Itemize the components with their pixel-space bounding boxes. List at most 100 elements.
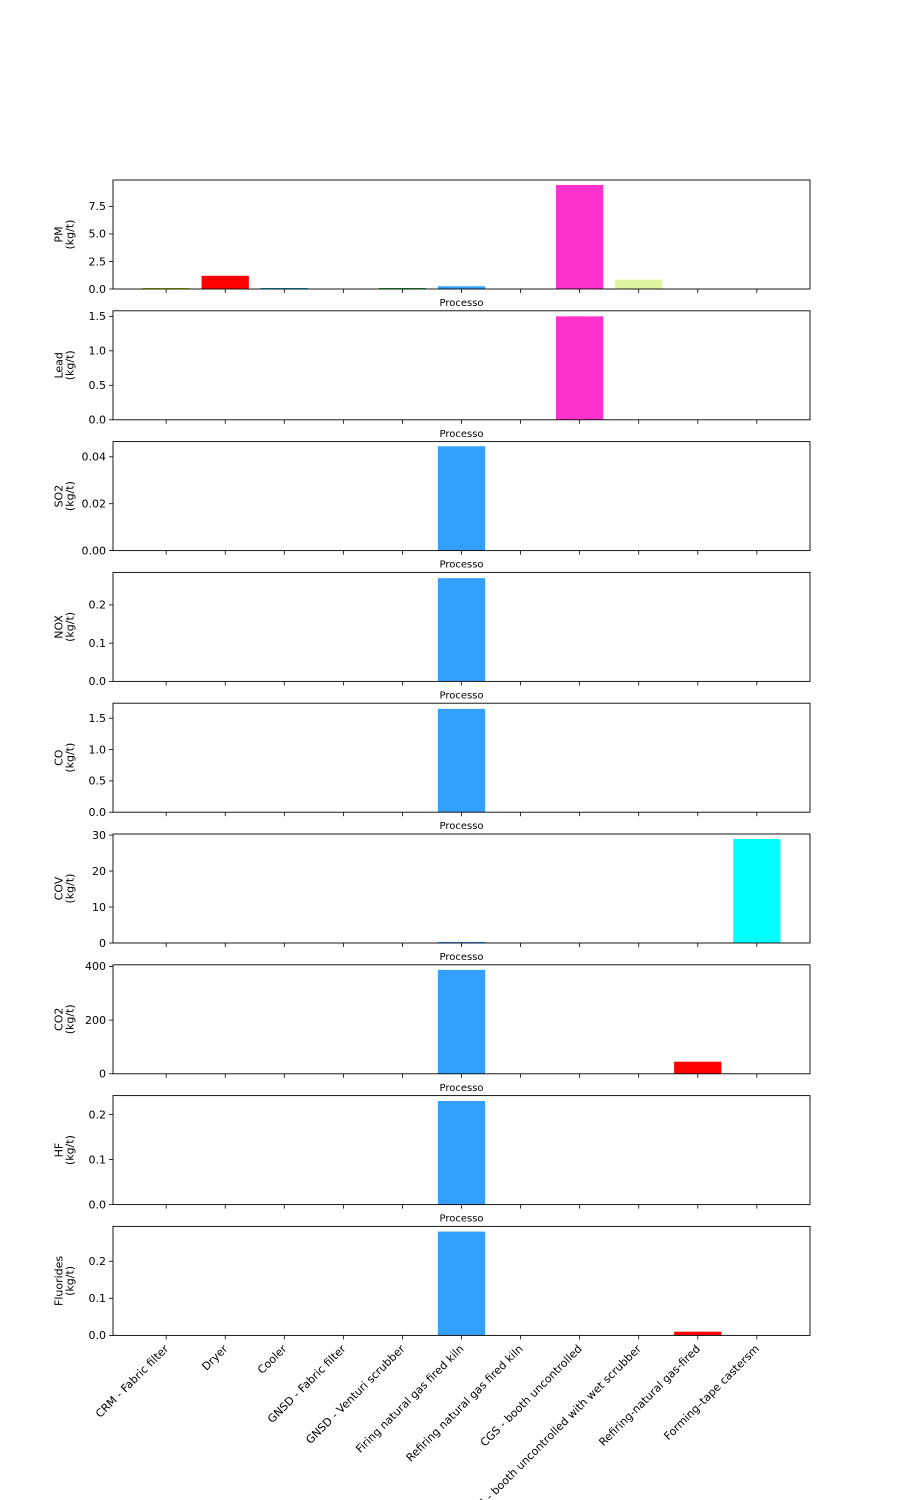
y-tick-label: 0.2: [89, 1255, 107, 1268]
bar-6-6: [437, 941, 486, 943]
y-tick-label: 0.2: [89, 1108, 107, 1121]
y-axis-label-line: NOX: [53, 615, 66, 639]
x-tick-label: Cooler: [255, 1342, 290, 1377]
y-tick-label: 0.0: [89, 283, 107, 296]
subplot-9: 0.0 0.1 0.2 Fluorides(kg/t): [53, 1225, 811, 1342]
x-tick-label: Firing natural gas fired kiln: [353, 1342, 466, 1455]
y-tick-label: 0: [99, 1068, 106, 1081]
bar-9-6: [437, 1231, 486, 1336]
x-tick-label: Refiring-natural gas-fired: [596, 1342, 702, 1448]
y-axis-label: NOX(kg/t): [53, 612, 77, 642]
subplot-4: 0.0 0.1 0.2 Processo NOX(kg/t): [53, 571, 811, 701]
y-tick-label: 0.00: [82, 544, 107, 557]
subplot-6: 0 10 20 30 Processo COV(kg/t): [53, 829, 811, 963]
y-axis-label-line: (kg/t): [64, 1004, 77, 1034]
y-tick-label: 200: [85, 1014, 106, 1027]
x-axis-label: Processo: [439, 821, 483, 832]
y-tick-label: 10: [92, 901, 106, 914]
y-tick-label: 0.0: [89, 1198, 107, 1211]
y-tick-label: 0.04: [82, 451, 107, 464]
y-tick-label: 400: [85, 960, 106, 973]
axes-frame: [112, 179, 811, 290]
bar-2-8: [556, 316, 604, 420]
y-tick-label: 0.5: [89, 379, 107, 392]
y-axis-label: PM(kg/t): [53, 220, 77, 250]
y-axis-label-line: Lead: [53, 352, 66, 378]
x-axis-label: Processo: [439, 690, 483, 701]
y-axis-label-line: (kg/t): [64, 1135, 77, 1165]
x-tick-label: Forming–tape castersm: [661, 1342, 761, 1442]
x-axis-label: Processo: [439, 429, 483, 440]
x-tick-label: Dryer: [199, 1342, 230, 1373]
x-tick-label: CRM - Fabric filter: [93, 1342, 171, 1420]
bar-1-2: [201, 275, 249, 289]
y-tick-label: 0.02: [82, 498, 107, 511]
y-tick-label: 0.1: [89, 637, 107, 650]
y-axis-label-line: CO2: [53, 1008, 66, 1031]
y-tick-label: 1.0: [89, 345, 107, 358]
bar-4-6: [437, 578, 486, 682]
y-axis-label: SO2(kg/t): [53, 481, 77, 511]
bar-7-6: [437, 969, 486, 1074]
y-tick-label: 1.0: [89, 743, 107, 756]
y-axis-label-line: (kg/t): [64, 481, 77, 511]
y-axis-label-line: (kg/t): [64, 220, 77, 250]
subplot-2: 0.0 0.5 1.0 1.5 Processo Lead(kg/t): [53, 310, 811, 440]
y-axis-label-line: COV: [53, 876, 66, 900]
y-axis-label: Lead(kg/t): [53, 350, 77, 380]
bar-1-9: [615, 279, 663, 289]
y-tick-label: 0.0: [89, 675, 107, 688]
bar-5-6: [437, 708, 486, 813]
bar-1-8: [556, 184, 604, 289]
y-tick-label: 0.0: [89, 1329, 107, 1342]
bar-6-11: [733, 839, 781, 943]
y-tick-label: 0.0: [89, 414, 107, 427]
axes-frame: [112, 310, 811, 421]
y-tick-label: 1.5: [89, 712, 107, 725]
bar-3-6: [437, 446, 486, 551]
y-tick-label: 0.1: [89, 1153, 107, 1166]
bar-9-10: [674, 1331, 722, 1336]
y-axis-label: CO2(kg/t): [53, 1004, 77, 1034]
y-axis-label: COV(kg/t): [53, 874, 77, 904]
y-axis-label-line: (kg/t): [64, 350, 77, 380]
x-axis-label: Processo: [439, 1214, 483, 1225]
y-tick-label: 0.1: [89, 1292, 107, 1305]
y-axis-label-line: (kg/t): [64, 743, 77, 773]
y-axis-label-line: (kg/t): [64, 874, 77, 904]
bar-7-10: [674, 1061, 722, 1074]
subplot-1: 0.0 2.5 5.0 7.5 Processo PM(kg/t): [53, 179, 811, 309]
bar-1-5: [378, 288, 427, 289]
bar-1-3: [260, 288, 308, 289]
bar-8-6: [437, 1101, 486, 1205]
x-tick-label: Refiring natural gas fired kiln: [404, 1342, 526, 1464]
y-axis-label: HF(kg/t): [53, 1135, 77, 1165]
subplot-5: 0.0 0.5 1.0 1.5 Processo CO(kg/t): [53, 702, 811, 832]
y-axis-label: CO(kg/t): [53, 743, 77, 773]
x-axis-label: Processo: [439, 1083, 483, 1094]
y-axis-label-line: (kg/t): [64, 1266, 77, 1296]
x-axis-label: Processo: [439, 298, 483, 309]
y-axis-label-line: SO2: [53, 485, 66, 508]
y-tick-label: 20: [92, 865, 106, 878]
bar-1-6: [437, 286, 486, 289]
y-tick-label: 5.0: [89, 228, 107, 241]
y-tick-label: 1.5: [89, 310, 107, 323]
subplot-7: 0 200 400 Processo CO2(kg/t): [53, 960, 811, 1094]
y-axis-label-line: HF: [53, 1143, 66, 1158]
y-axis-label-line: PM: [53, 226, 66, 242]
y-axis-label-line: CO: [53, 749, 66, 766]
y-tick-label: 30: [92, 829, 106, 842]
axes-frame: [112, 833, 811, 944]
x-tick-label: GNSD - Venturi scrubber: [303, 1342, 408, 1447]
y-axis-label-line: Fluorides: [53, 1256, 66, 1306]
x-axis-label: Processo: [439, 560, 483, 571]
y-tick-label: 0.5: [89, 775, 107, 788]
subplot-8: 0.0 0.1 0.2 Processo HF(kg/t): [53, 1095, 811, 1225]
y-tick-label: 0.0: [89, 806, 107, 819]
y-tick-label: 0.2: [89, 599, 107, 612]
x-axis-label: Processo: [439, 952, 483, 963]
x-tick-label: CGS - booth uncontrolled: [478, 1342, 585, 1449]
y-axis-label: Fluorides(kg/t): [53, 1256, 77, 1306]
